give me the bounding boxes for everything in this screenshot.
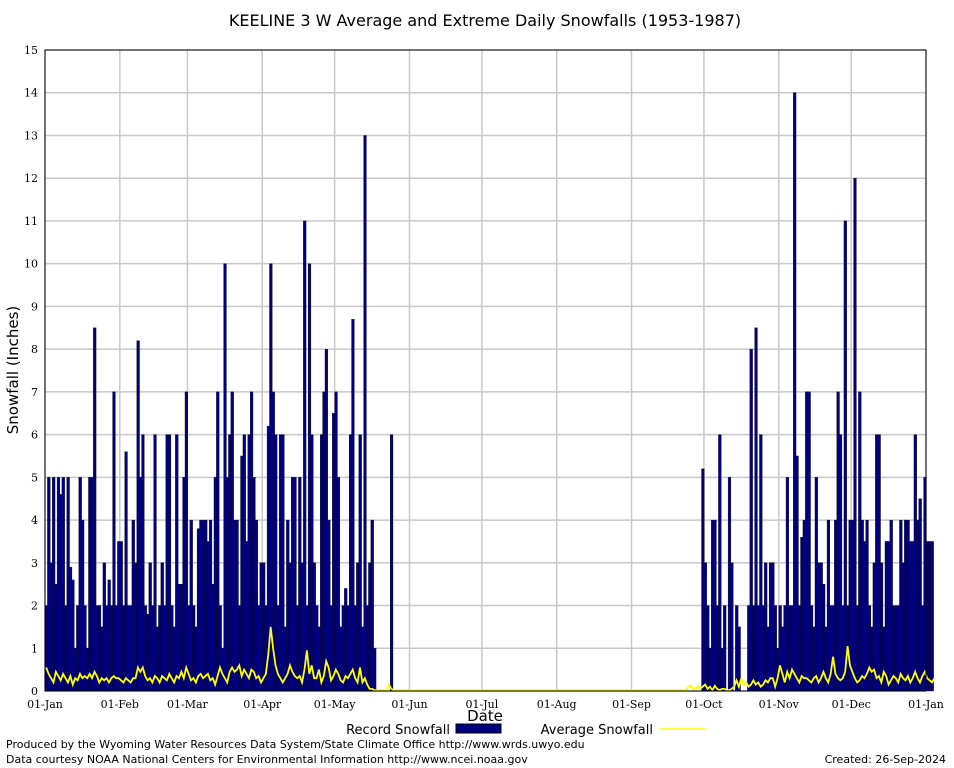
y-tick-label: 15 (24, 44, 38, 57)
y-tick-label: 7 (31, 386, 38, 399)
record-snowfall-bar (373, 648, 377, 692)
y-tick-label: 3 (31, 557, 38, 570)
x-tick-label: 01-Feb (101, 698, 139, 711)
legend-record-label: Record Snowfall (346, 723, 450, 738)
footer-credit-line1: Produced by the Wyoming Water Resources … (6, 738, 585, 751)
grid-lines (44, 49, 927, 692)
y-tick-label: 5 (31, 471, 38, 484)
footer-created: Created: 26-Sep-2024 (825, 753, 946, 766)
x-tick-label: 01-Jan (27, 698, 63, 711)
average-snowfall-line (45, 626, 936, 692)
x-tick-label: 01-Mar (167, 698, 209, 711)
record-snowfall-bar (930, 541, 934, 692)
x-tick-label: 01-Jun (391, 698, 427, 711)
x-tick-label: 01-Jul (466, 698, 499, 711)
legend: Record Snowfall Average Snowfall (346, 723, 706, 738)
record-snowfall-bars (44, 92, 934, 692)
x-tick-label: 01-Apr (243, 698, 282, 711)
y-tick-label: 0 (31, 685, 38, 698)
legend-average-label: Average Snowfall (541, 723, 653, 738)
record-snowfall-bar (730, 562, 734, 692)
x-axis-label: Date (467, 707, 503, 725)
x-tick-label: 01-Sep (612, 698, 651, 711)
x-tick-label: 01-Oct (685, 698, 723, 711)
x-tick-label: 01-Dec (832, 698, 871, 711)
plot-frame (44, 49, 927, 692)
y-tick-label: 4 (31, 514, 38, 527)
y-tick-label: 14 (24, 87, 38, 100)
footer-credit-line2: Data courtesy NOAA National Centers for … (6, 753, 528, 766)
x-tick-label: 01-May (314, 698, 357, 711)
legend-record-swatch (455, 723, 502, 734)
record-snowfall-bar (390, 434, 394, 692)
y-tick-label: 10 (24, 258, 38, 271)
y-tick-label: 9 (31, 300, 38, 313)
x-tick-label: 01-Aug (537, 698, 577, 711)
x-tick-label: 01-Nov (759, 698, 800, 711)
x-tick-label: 01-Jan (908, 698, 944, 711)
average-snowfall-line-group (45, 626, 936, 692)
y-tick-label: 13 (24, 129, 38, 142)
y-tick-label: 12 (24, 172, 38, 185)
record-snowfall-bar (723, 605, 727, 692)
y-tick-label: 2 (31, 600, 38, 613)
x-tick-labels: 01-Jan 01-Feb 01-Mar 01-Apr 01-May 01-Jun 01-J… (27, 698, 944, 711)
y-tick-label: 6 (31, 429, 38, 442)
y-tick-label: 11 (24, 215, 38, 228)
y-tick-label: 1 (31, 642, 38, 655)
y-tick-label: 8 (31, 343, 38, 356)
y-axis-label: Snowfall (Inches) (4, 306, 22, 434)
chart-title: KEELINE 3 W Average and Extreme Daily Sn… (229, 11, 741, 30)
